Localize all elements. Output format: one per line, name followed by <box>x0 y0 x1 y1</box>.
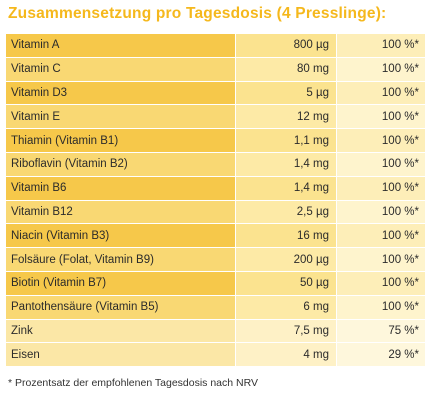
nutrient-nrv: 100 %* <box>337 34 425 57</box>
table-row: Niacin (Vitamin B3) 16 mg 100 %* <box>6 224 425 248</box>
nutrient-amount: 4 mg <box>236 343 336 367</box>
table-row: Thiamin (Vitamin B1) 1,1 mg 100 %* <box>6 129 425 152</box>
table-row: Vitamin B12 2,5 µg 100 %* <box>6 200 425 224</box>
nutrient-name: Vitamin A <box>6 34 235 57</box>
nutrient-amount: 7,5 mg <box>236 319 336 343</box>
table-row: Folsäure (Folat, Vitamin B9) 200 µg 100 … <box>6 248 425 271</box>
nutrient-amount: 50 µg <box>236 271 336 295</box>
nutrient-amount: 1,1 mg <box>236 129 336 152</box>
nutrient-nrv: 75 %* <box>337 319 425 343</box>
nutrient-name: Thiamin (Vitamin B1) <box>6 129 235 152</box>
nutrient-nrv: 100 %* <box>337 81 425 105</box>
nutrient-nrv: 100 %* <box>337 248 425 271</box>
nutrient-amount: 1,4 mg <box>236 176 336 200</box>
nutrient-amount: 1,4 mg <box>236 152 336 176</box>
nutrient-amount: 2,5 µg <box>236 200 336 224</box>
nutrient-name: Vitamin D3 <box>6 81 235 105</box>
nutrient-nrv: 100 %* <box>337 105 425 129</box>
nutrient-name: Biotin (Vitamin B7) <box>6 271 235 295</box>
table-row: Pantothensäure (Vitamin B5) 6 mg 100 %* <box>6 295 425 319</box>
nutrient-amount: 6 mg <box>236 295 336 319</box>
table-row: Eisen 4 mg 29 %* <box>6 343 425 367</box>
nutrient-amount: 5 µg <box>236 81 336 105</box>
nutrient-nrv: 100 %* <box>337 295 425 319</box>
table-row: Vitamin D3 5 µg 100 %* <box>6 81 425 105</box>
nutrient-nrv: 100 %* <box>337 57 425 81</box>
table-row: Zink 7,5 mg 75 %* <box>6 319 425 343</box>
table-row: Riboflavin (Vitamin B2) 1,4 mg 100 %* <box>6 152 425 176</box>
nutrient-amount: 80 mg <box>236 57 336 81</box>
nutrient-amount: 12 mg <box>236 105 336 129</box>
nutrient-name: Eisen <box>6 343 235 367</box>
nutrient-amount: 800 µg <box>236 34 336 57</box>
nutrient-name: Vitamin C <box>6 57 235 81</box>
table-row: Vitamin B6 1,4 mg 100 %* <box>6 176 425 200</box>
nutrition-table: Vitamin A 800 µg 100 %* Vitamin C 80 mg … <box>6 34 425 367</box>
nutrient-name: Vitamin E <box>6 105 235 129</box>
table-title: Zusammensetzung pro Tagesdosis (4 Pressl… <box>8 5 387 22</box>
nutrient-name: Folsäure (Folat, Vitamin B9) <box>6 248 235 271</box>
nutrient-nrv: 29 %* <box>337 343 425 367</box>
nutrient-amount: 16 mg <box>236 224 336 248</box>
table-row: Biotin (Vitamin B7) 50 µg 100 %* <box>6 271 425 295</box>
nutrient-name: Pantothensäure (Vitamin B5) <box>6 295 235 319</box>
nutrient-name: Zink <box>6 319 235 343</box>
table-row: Vitamin C 80 mg 100 %* <box>6 57 425 81</box>
nutrient-name: Riboflavin (Vitamin B2) <box>6 152 235 176</box>
nutrient-nrv: 100 %* <box>337 224 425 248</box>
nutrient-nrv: 100 %* <box>337 200 425 224</box>
nutrient-name: Niacin (Vitamin B3) <box>6 224 235 248</box>
nutrient-amount: 200 µg <box>236 248 336 271</box>
footnote: * Prozentsatz der empfohlenen Tagesdosis… <box>8 377 259 389</box>
nutrient-nrv: 100 %* <box>337 129 425 152</box>
nutrient-nrv: 100 %* <box>337 152 425 176</box>
table-row: Vitamin E 12 mg 100 %* <box>6 105 425 129</box>
nutrient-nrv: 100 %* <box>337 271 425 295</box>
table-row: Vitamin A 800 µg 100 %* <box>6 34 425 57</box>
nutrient-nrv: 100 %* <box>337 176 425 200</box>
nutrient-name: Vitamin B6 <box>6 176 235 200</box>
nutrient-name: Vitamin B12 <box>6 200 235 224</box>
